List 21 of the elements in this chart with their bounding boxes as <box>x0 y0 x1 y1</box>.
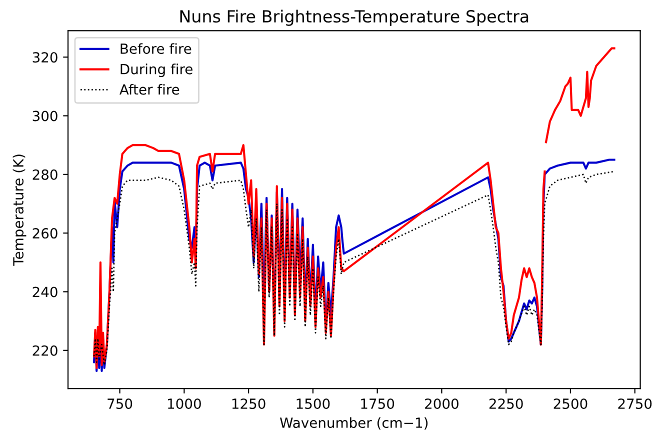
x-tick-label: 750 <box>108 398 132 409</box>
legend-label: Before fire <box>120 43 192 54</box>
x-tick-label: 2250 <box>489 398 523 409</box>
legend-label: After fire <box>120 84 180 95</box>
x-tick-label: 2000 <box>425 398 458 409</box>
x-tick-label: 1750 <box>361 398 394 409</box>
x-tick-label: 1000 <box>168 398 201 409</box>
y-axis-title: Temperature (K) <box>12 154 26 266</box>
x-tick-label: 1250 <box>232 398 266 409</box>
y-tick-label: 320 <box>32 52 58 63</box>
y-tick-label: 260 <box>32 228 58 239</box>
x-tick-label: 2500 <box>554 398 588 409</box>
x-tick-label: 1500 <box>296 398 330 409</box>
chart-title: Nuns Fire Brightness-Temperature Spectra <box>180 10 528 26</box>
y-tick-label: 240 <box>32 286 58 298</box>
y-tick-label: 280 <box>32 169 58 180</box>
y-tick-label: 220 <box>32 345 58 356</box>
y-tick-label: 300 <box>32 110 58 122</box>
legend-label: During fire <box>120 64 192 78</box>
x-tick-label: 2750 <box>618 398 652 409</box>
x-axis-title: Wavenumber (cm−1) <box>280 417 428 430</box>
